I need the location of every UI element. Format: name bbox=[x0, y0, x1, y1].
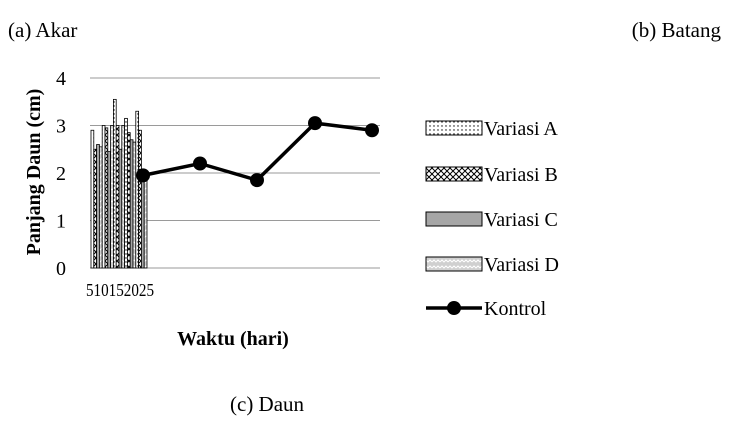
bar-variasi-c bbox=[140, 172, 145, 269]
legend-label-variasi-c: Variasi C bbox=[484, 209, 558, 231]
legend-swatch-variasi-a bbox=[425, 120, 483, 136]
y-tick-label: 0 bbox=[56, 258, 66, 280]
legend-marker-kontrol bbox=[447, 301, 461, 315]
bar-variasi-d bbox=[132, 141, 137, 269]
bar-variasi-a bbox=[113, 98, 117, 269]
y-tick-label: 4 bbox=[56, 68, 66, 90]
legend: Variasi A Variasi B Variasi C Variasi D Kont… bbox=[425, 118, 559, 320]
bar-variasi-c bbox=[129, 139, 134, 269]
legend-label-kontrol: Kontrol bbox=[484, 298, 547, 320]
kontrol-point bbox=[308, 116, 322, 131]
kontrol-point bbox=[136, 168, 150, 183]
caption-b: (b) Batang bbox=[631, 18, 721, 42]
kontrol-point bbox=[365, 123, 379, 138]
legend-swatch-variasi-b bbox=[425, 166, 483, 182]
y-tick-label: 2 bbox=[56, 163, 66, 185]
bar-variasi-b bbox=[93, 148, 98, 269]
x-tick-labels: 510152025 bbox=[86, 280, 154, 300]
y-tick-label: 1 bbox=[56, 211, 66, 233]
kontrol-line-series bbox=[136, 116, 379, 188]
bar-variasi-b bbox=[138, 129, 142, 269]
bar-variasi-b bbox=[104, 127, 109, 269]
bar-variasi-c bbox=[107, 151, 112, 269]
legend-label-variasi-a: Variasi A bbox=[484, 118, 558, 140]
bar-variasi-d bbox=[121, 125, 126, 269]
bar-variasi-d bbox=[143, 172, 148, 269]
legend-label-variasi-b: Variasi B bbox=[484, 164, 558, 186]
bar-variasi-b bbox=[115, 125, 120, 269]
bar-variasi-c bbox=[96, 144, 100, 269]
bar-variasi-b bbox=[127, 132, 131, 269]
bar-variasi-a bbox=[90, 129, 95, 269]
kontrol-line bbox=[142, 121, 373, 183]
x-axis-title: Waktu (hari) bbox=[177, 328, 289, 350]
bar-variasi-d bbox=[110, 125, 114, 269]
y-tick-label: 3 bbox=[56, 116, 66, 138]
legend-swatch-variasi-c bbox=[425, 211, 483, 227]
bar-variasi-a bbox=[101, 125, 106, 269]
legend-label-variasi-d: Variasi D bbox=[484, 254, 559, 276]
axis-ticks: 0 1 2 3 4 510152025 bbox=[56, 68, 154, 300]
bars bbox=[90, 98, 148, 269]
caption-c: (c) Daun bbox=[230, 392, 305, 416]
bar-variasi-a bbox=[135, 110, 140, 269]
legend-swatch-variasi-d bbox=[425, 256, 483, 272]
bar-variasi-d bbox=[99, 146, 103, 269]
bar-variasi-a bbox=[124, 117, 128, 269]
y-axis-title: Panjang Daun (cm) bbox=[23, 89, 45, 256]
bar-variasi-c bbox=[118, 148, 123, 269]
kontrol-point bbox=[193, 156, 207, 171]
kontrol-point bbox=[250, 173, 264, 188]
caption-a: (a) Akar bbox=[8, 18, 78, 42]
